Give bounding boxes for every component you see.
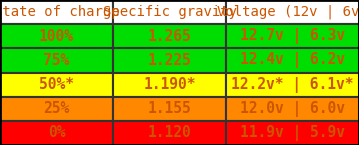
Bar — [113, 97, 226, 121]
Text: Specific gravity: Specific gravity — [103, 5, 237, 19]
Text: 1.155: 1.155 — [148, 101, 191, 116]
Text: 12.7v | 6.3v: 12.7v | 6.3v — [240, 28, 345, 44]
Bar — [0, 24, 113, 48]
Text: 100%: 100% — [39, 29, 74, 44]
Bar — [226, 97, 359, 121]
Text: 1.265: 1.265 — [148, 29, 191, 44]
Bar — [226, 72, 359, 97]
Text: 12.0v | 6.0v: 12.0v | 6.0v — [240, 101, 345, 117]
Bar — [0, 121, 113, 145]
Text: 25%: 25% — [43, 101, 70, 116]
Bar — [113, 72, 226, 97]
Bar — [113, 24, 226, 48]
Bar — [226, 0, 359, 24]
Bar — [113, 121, 226, 145]
Text: 1.190*: 1.190* — [143, 77, 196, 92]
Text: 11.9v | 5.9v: 11.9v | 5.9v — [240, 125, 345, 141]
Text: 50%*: 50%* — [39, 77, 74, 92]
Text: 12.4v | 6.2v: 12.4v | 6.2v — [240, 52, 345, 68]
Text: 1.225: 1.225 — [148, 53, 191, 68]
Bar — [0, 72, 113, 97]
Text: 12.2v* | 6.1v*: 12.2v* | 6.1v* — [231, 77, 354, 93]
Text: 1.120: 1.120 — [148, 125, 191, 140]
Bar — [0, 0, 113, 24]
Text: 0%: 0% — [48, 125, 65, 140]
Bar — [113, 48, 226, 72]
Text: State of charge: State of charge — [0, 5, 119, 19]
Bar — [226, 121, 359, 145]
Text: 75%: 75% — [43, 53, 70, 68]
Bar — [113, 0, 226, 24]
Text: Voltage (12v | 6v): Voltage (12v | 6v) — [217, 5, 359, 19]
Bar — [226, 48, 359, 72]
Bar — [0, 48, 113, 72]
Bar — [0, 97, 113, 121]
Bar — [226, 24, 359, 48]
